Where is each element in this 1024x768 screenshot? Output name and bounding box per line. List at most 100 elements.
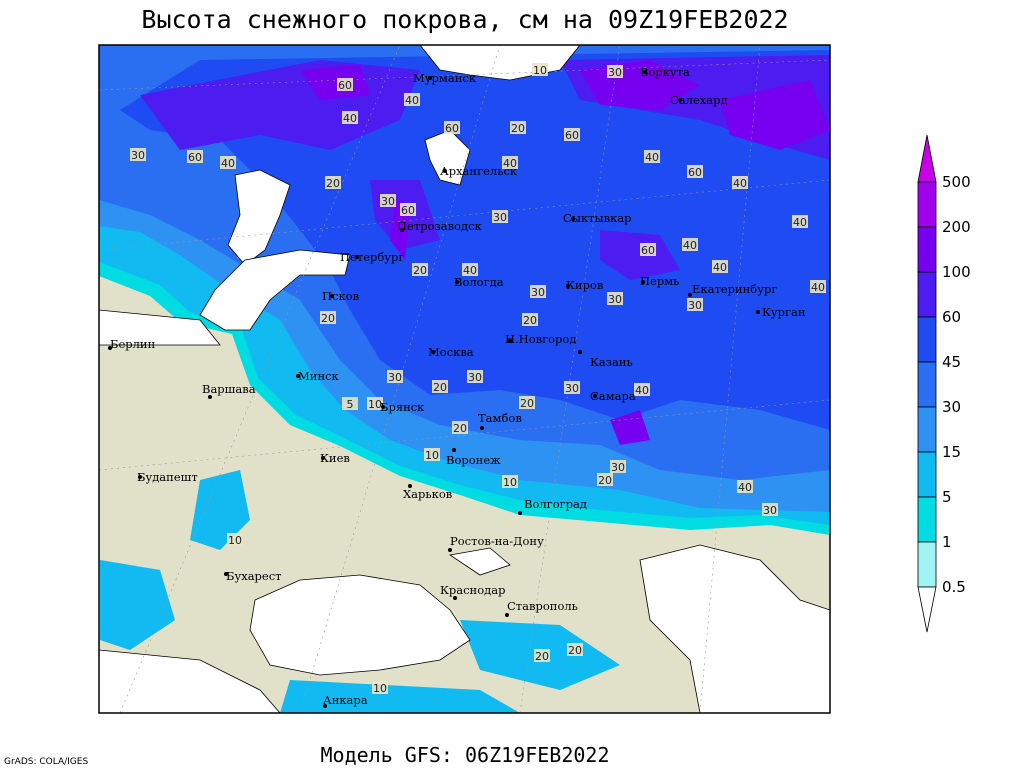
city-dot [480,426,484,430]
city-label: Екатеринбург [692,282,777,296]
contour-label: 30 [688,299,702,312]
contour-label-bg [644,150,660,163]
graticule [519,45,621,713]
contour-label-bg [462,263,478,276]
city-dot [505,613,509,617]
graticule [119,45,401,713]
city-dot [108,346,112,350]
city-label: Самара [590,389,636,403]
contour-label: 20 [520,397,534,410]
city-label: Воронеж [446,453,501,467]
colorbar-box [917,541,937,588]
contour-label: 10 [228,534,242,547]
contour-label: 20 [535,650,549,663]
city-dot [578,350,582,354]
city-label: Берлин [110,337,156,351]
city-dot [688,293,692,297]
contour-label-bg [530,285,546,298]
contour-label: 20 [511,122,525,135]
contour-label: 30 [493,211,507,224]
snow-100-200 [720,80,830,150]
city-dot [518,511,522,515]
city-label: Будапешт [137,470,198,484]
colorbar-box [917,181,937,228]
contour-label: 20 [598,474,612,487]
city-dot [508,339,512,343]
colorbar: 500 200 100 60 45 30 15 5 1 0.5 [917,134,971,633]
colorbar-box [917,361,937,408]
colorbar-label: 100 [942,263,971,281]
city-label: Тамбов [478,411,522,425]
snow-45-60 [120,50,830,430]
contour-label-bg [567,643,583,656]
contour-label: 30 [388,371,402,384]
snow-patch [280,680,520,713]
city-dot [566,284,570,288]
city-label: Анкара [323,693,368,707]
contour-label-bg [372,681,388,694]
city-label: Вологда [454,275,504,289]
colorbar-label: 15 [942,443,961,461]
colorbar-label: 45 [942,353,961,371]
contour-label-bg [682,238,698,251]
contour-label: 60 [445,122,459,135]
contour-label: 40 [645,151,659,164]
city-label: Петербург [340,250,404,264]
colorbar-box [917,451,937,498]
contour-label-bg [404,93,420,106]
contour-label: 20 [453,422,467,435]
contour-label-bg [522,313,538,326]
sea [99,309,221,346]
contour-label: 60 [641,244,655,257]
contour-label: 40 [503,157,517,170]
contour-label-bg [510,121,526,134]
city-label: Салехард [670,93,728,107]
city-dot [641,280,645,284]
city-label: Бухарест [226,569,282,583]
snow-patch [190,470,250,550]
contour-label-bg [367,397,383,410]
contour-label: 20 [568,644,582,657]
city-dot [643,70,647,74]
city-label: Пермь [640,274,679,288]
city-dot [400,228,404,232]
snow-patch [100,560,175,650]
city-dot [453,596,457,600]
contour-label-bg [762,503,778,516]
city-dot [323,704,327,708]
city-dot [138,475,142,479]
city-dot [452,448,456,452]
contour-label: 60 [338,79,352,92]
title: Высота снежного покрова, см на 09Z19FEB2… [141,5,788,34]
contour-label: 40 [343,112,357,125]
city-dot [330,294,334,298]
contour-label: 20 [523,314,537,327]
city-label: Сыктывкар [563,211,632,225]
city-label: Ростов-на-Дону [450,534,544,548]
city-label: Курган [762,305,806,319]
contour-label: 40 [683,239,697,252]
contour-label-bg [502,156,518,169]
contour-label: 30 [608,293,622,306]
map-frame [98,44,831,714]
sea [99,649,281,713]
contour-label: 30 [131,149,145,162]
contour-label-bg [380,194,396,207]
sea [448,547,511,576]
contour-label-bg [687,165,703,178]
contour-label: 40 [405,94,419,107]
contour-label-bg [444,121,460,134]
contour-label-bg [634,383,650,396]
city-dot [448,548,452,552]
contour-label-bg [337,78,353,91]
contour-label-bg [130,148,146,161]
city-label: Архангельск [440,164,518,178]
city-dot [208,395,212,399]
contour-label-bg [640,243,656,256]
sea [639,544,830,713]
colorbar-label: 1 [942,533,952,551]
contour-label: 30 [381,195,395,208]
contour-label-bg [220,156,236,169]
